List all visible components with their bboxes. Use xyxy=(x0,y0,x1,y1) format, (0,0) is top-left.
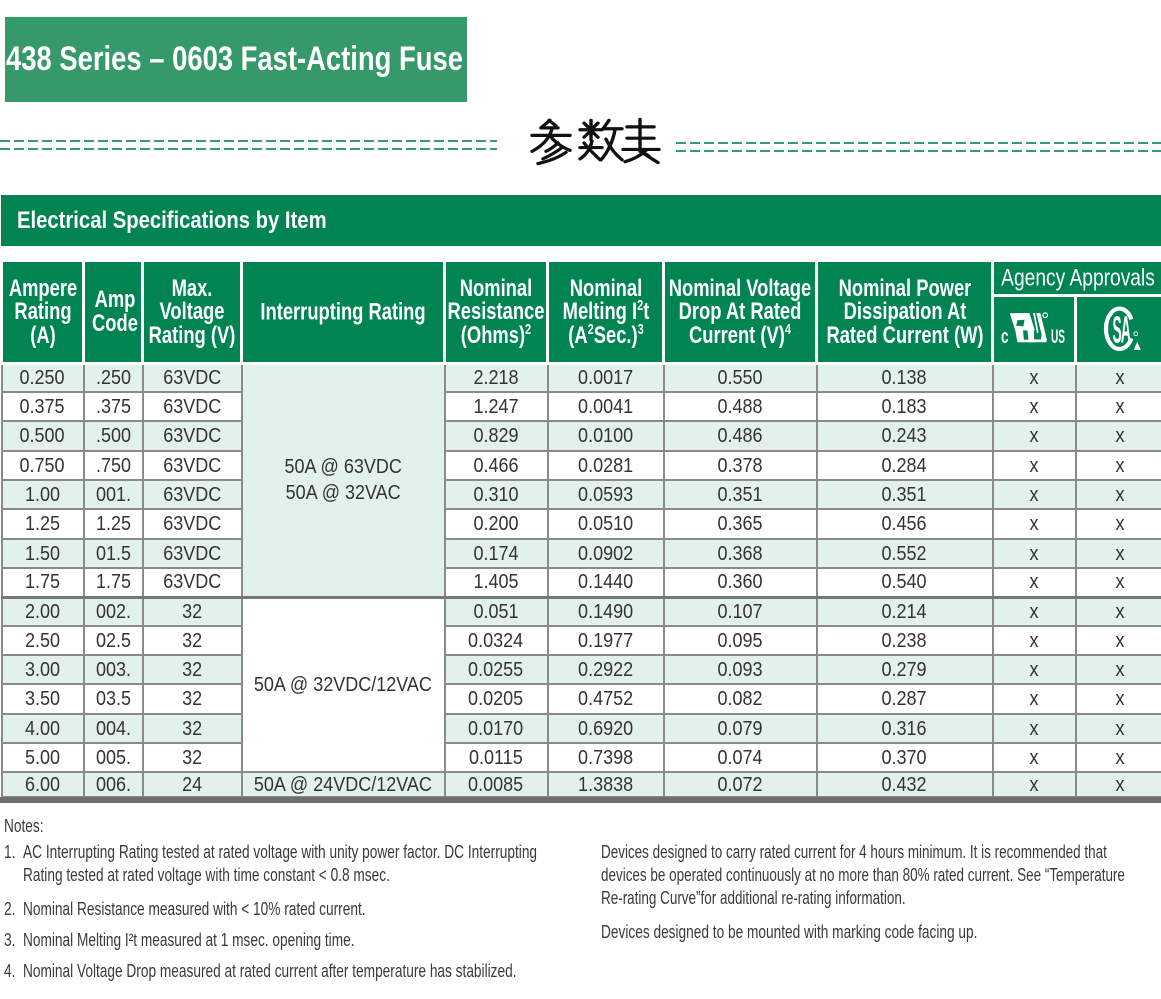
svg-text:US: US xyxy=(1051,326,1065,348)
svg-text:S: S xyxy=(1112,310,1121,352)
svg-text:c: c xyxy=(1001,326,1009,348)
svg-text:A: A xyxy=(1120,310,1130,352)
